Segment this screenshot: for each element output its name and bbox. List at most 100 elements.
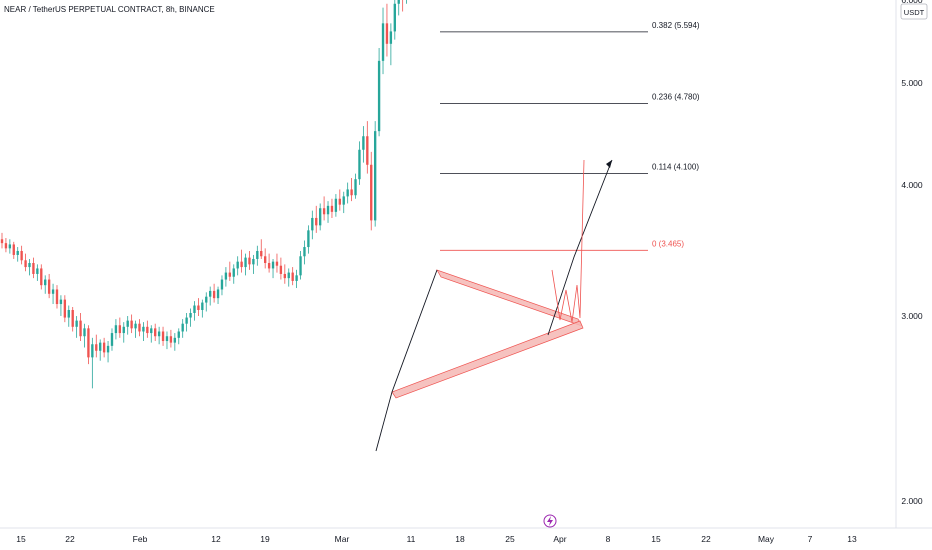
candle-body	[373, 131, 377, 221]
x-tick-label: 15	[651, 534, 661, 544]
candle-body	[95, 344, 98, 351]
fib-level-label: 0.382 (5.594)	[652, 21, 700, 30]
fib-level-label: 0.236 (4.780)	[652, 93, 700, 102]
candle-body	[154, 328, 157, 337]
x-tick-label: 18	[455, 534, 465, 544]
candle-body	[106, 345, 110, 353]
y-axis: 2.0003.0004.0005.0006.0007.0008.0009.000…	[901, 0, 923, 506]
candle-body	[330, 205, 334, 212]
candle-body	[252, 258, 255, 265]
triangle-lower-band[interactable]	[391, 320, 584, 399]
candle-body	[79, 320, 82, 337]
x-axis: 15 22 Feb 12 19 Mar 11 18 25 Apr 8 15 22 May 7 13	[16, 534, 857, 544]
candle-body	[311, 217, 314, 231]
candle-body	[63, 299, 67, 318]
candle-body	[389, 31, 393, 44]
candle-body	[47, 279, 51, 294]
candle-body	[75, 320, 78, 327]
scenario-path[interactable]	[551, 159, 585, 323]
candle-body	[264, 256, 267, 263]
projection-path[interactable]	[375, 159, 613, 452]
candle-body	[193, 305, 196, 314]
candle-body	[260, 250, 263, 257]
x-tick-label: 13	[847, 534, 857, 544]
candle-body	[201, 302, 204, 310]
candle-body	[291, 272, 294, 281]
symmetrical-triangle[interactable]	[391, 269, 584, 399]
candle-body	[299, 256, 302, 276]
candle-body	[4, 243, 8, 249]
candle-body	[279, 265, 283, 274]
projection-arrowhead	[606, 160, 612, 168]
fib-level-label: 0.114 (4.100)	[652, 163, 699, 172]
candle-body	[110, 333, 114, 346]
candle-body	[122, 326, 125, 334]
x-tick-label: 19	[260, 534, 270, 544]
candle-body	[138, 323, 141, 332]
candle-body	[44, 279, 47, 286]
impulse-leg[interactable]	[375, 269, 438, 452]
x-tick-label: May	[758, 534, 775, 544]
candle-body	[177, 331, 180, 338]
candle-body	[161, 331, 165, 342]
x-tick-label: 22	[701, 534, 711, 544]
candle-body	[212, 290, 216, 299]
x-tick-label: 15	[16, 534, 26, 544]
candle-body	[173, 337, 177, 343]
candle-body	[36, 268, 39, 274]
y-tick-label: 6.000	[901, 0, 923, 5]
candle-body	[91, 344, 94, 358]
candle-body	[256, 250, 259, 259]
candle-body	[20, 250, 23, 261]
candle-body	[8, 244, 12, 249]
x-tick-label: Mar	[335, 534, 350, 544]
candle-body	[142, 326, 145, 332]
projection-arrow[interactable]	[547, 159, 613, 336]
candle-body	[346, 189, 349, 197]
chart-title: NEAR / TetherUS PERPETUAL CONTRACT, 8h, …	[4, 5, 215, 14]
candle-body	[55, 289, 59, 305]
candle-body	[220, 279, 224, 290]
candle-body	[130, 320, 133, 329]
y-tick-label: 3.000	[901, 311, 923, 321]
lightning-icon[interactable]	[543, 514, 557, 528]
fib-extension[interactable]: 2.2 (15.726)2 (14.611)1.93 (14.221)1.618…	[432, 0, 896, 251]
candle-body	[326, 205, 330, 215]
candle-body	[24, 260, 27, 268]
candle-body	[189, 313, 192, 318]
candle-body	[87, 328, 90, 358]
candle-body	[271, 261, 275, 269]
candle-body	[342, 196, 345, 205]
candle-body	[358, 149, 361, 180]
candle-body	[267, 262, 271, 269]
candle-body	[236, 261, 239, 269]
x-tick-label: 12	[211, 534, 221, 544]
candle-body	[354, 179, 357, 196]
candle-body	[150, 328, 153, 334]
x-tick-label: Apr	[553, 534, 566, 544]
candle-body	[12, 244, 15, 255]
candle-body	[334, 198, 338, 212]
candle-body	[16, 250, 19, 255]
price-axis-panel[interactable]	[896, 0, 932, 550]
currency-label: USDT	[904, 8, 925, 17]
candle-body	[240, 261, 243, 268]
candle-body	[287, 272, 290, 279]
candle-body	[83, 328, 86, 337]
candle-body	[381, 23, 385, 61]
x-tick-label: Feb	[133, 534, 148, 544]
candle-body	[205, 296, 208, 303]
candle-body	[209, 290, 212, 297]
candle-body	[283, 273, 286, 279]
candle-body	[197, 305, 200, 310]
candle-body	[146, 326, 149, 334]
candle-body	[224, 272, 228, 280]
y-tick-label: 2.000	[901, 496, 923, 506]
currency-button[interactable]: USDT	[900, 3, 928, 20]
candle-body	[248, 257, 251, 265]
x-tick-label: 25	[505, 534, 515, 544]
candle-body	[303, 247, 306, 257]
x-tick-label: 8	[606, 534, 611, 544]
